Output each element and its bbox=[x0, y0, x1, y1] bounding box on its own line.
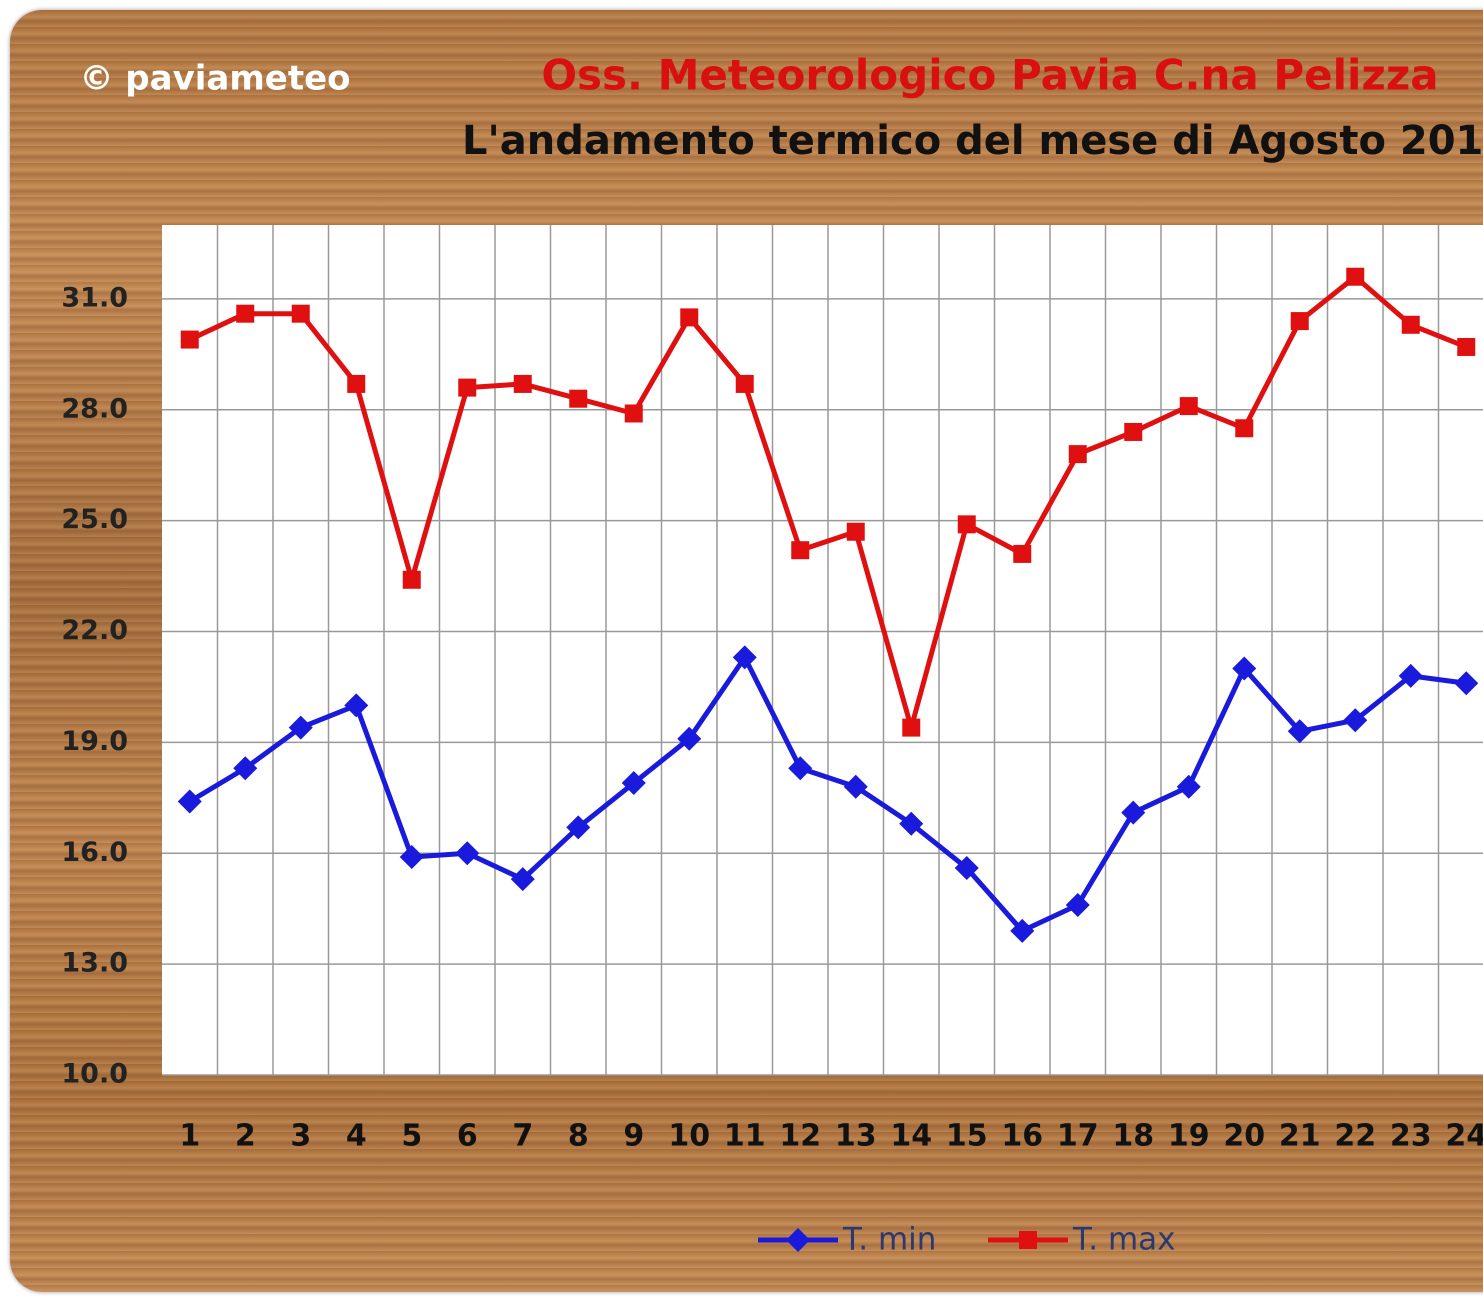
data-point bbox=[735, 374, 754, 393]
data-point bbox=[1398, 663, 1423, 688]
data-point bbox=[1343, 708, 1368, 733]
chart-subtitle: L'andamento termico del mese di Agosto 2… bbox=[462, 118, 1483, 164]
x-tick-label: 19 bbox=[1168, 1119, 1210, 1154]
watermark: © paviameteo bbox=[79, 59, 350, 99]
data-point bbox=[677, 726, 702, 751]
y-tick-label: 13.0 bbox=[61, 948, 128, 979]
data-point bbox=[288, 715, 313, 740]
legend-label: T. max bbox=[1072, 1222, 1176, 1258]
data-point bbox=[344, 693, 369, 718]
x-tick-label: 2 bbox=[235, 1119, 256, 1154]
data-point bbox=[455, 841, 480, 866]
x-tick-label: 24 bbox=[1445, 1119, 1483, 1154]
x-tick-label: 7 bbox=[512, 1119, 533, 1154]
data-point bbox=[569, 389, 588, 408]
data-point bbox=[680, 308, 699, 327]
data-point bbox=[1176, 774, 1201, 799]
data-point bbox=[957, 515, 976, 534]
series-line bbox=[188, 654, 1467, 934]
data-point bbox=[843, 774, 868, 799]
data-point bbox=[510, 867, 535, 892]
x-tick-label: 23 bbox=[1390, 1119, 1432, 1154]
y-tick-label: 19.0 bbox=[61, 726, 128, 757]
data-point bbox=[177, 789, 202, 814]
x-tick-label: 3 bbox=[290, 1119, 311, 1154]
data-point bbox=[1232, 656, 1257, 681]
data-point bbox=[236, 304, 255, 323]
data-point bbox=[1013, 544, 1032, 563]
data-point bbox=[566, 815, 591, 840]
data-point bbox=[1124, 422, 1143, 441]
data-point bbox=[1179, 397, 1198, 416]
x-tick-label: 12 bbox=[779, 1119, 821, 1154]
x-tick-label: 11 bbox=[724, 1119, 766, 1154]
data-point bbox=[902, 718, 921, 737]
data-point bbox=[899, 811, 924, 836]
series-line bbox=[188, 274, 1468, 731]
data-point bbox=[402, 570, 421, 589]
data-point bbox=[1401, 315, 1420, 334]
data-point bbox=[233, 756, 258, 781]
data-point bbox=[458, 378, 477, 397]
x-tick-label: 17 bbox=[1057, 1119, 1099, 1154]
x-tick-label: 8 bbox=[568, 1119, 589, 1154]
data-point bbox=[1290, 312, 1309, 331]
data-point bbox=[1346, 267, 1365, 286]
x-tick-label: 4 bbox=[346, 1119, 367, 1154]
data-point bbox=[291, 304, 310, 323]
plot-area bbox=[162, 225, 1483, 1075]
y-tick-label: 22.0 bbox=[61, 615, 128, 646]
legend-label: T. min bbox=[842, 1222, 936, 1258]
data-point bbox=[621, 771, 646, 796]
data-point bbox=[1121, 800, 1146, 825]
x-tick-label: 22 bbox=[1334, 1119, 1376, 1154]
x-tick-label: 18 bbox=[1112, 1119, 1154, 1154]
x-tick-label: 16 bbox=[1001, 1119, 1043, 1154]
y-tick-label: 10.0 bbox=[61, 1059, 128, 1090]
data-point bbox=[1010, 918, 1035, 943]
x-tick-label: 9 bbox=[623, 1119, 644, 1154]
y-tick-label: 25.0 bbox=[61, 504, 128, 535]
data-point bbox=[347, 374, 366, 393]
data-point bbox=[1065, 893, 1090, 917]
x-tick-label: 1 bbox=[179, 1119, 200, 1154]
x-tick-label: 15 bbox=[946, 1119, 988, 1154]
y-tick-label: 28.0 bbox=[61, 393, 128, 424]
data-point bbox=[791, 541, 810, 560]
legend-marker bbox=[786, 1228, 810, 1252]
data-point bbox=[732, 645, 757, 670]
data-point bbox=[513, 374, 532, 393]
data-point bbox=[846, 522, 865, 541]
data-point bbox=[1235, 419, 1254, 438]
data-point bbox=[954, 856, 979, 881]
data-point bbox=[1454, 671, 1479, 696]
y-tick-label: 16.0 bbox=[61, 837, 128, 868]
chart-title: Oss. Meteorologico Pavia C.na Pelizza bbox=[541, 51, 1438, 100]
legend-marker bbox=[1019, 1231, 1037, 1249]
data-point bbox=[1068, 445, 1087, 464]
data-point bbox=[1287, 719, 1312, 744]
x-tick-label: 6 bbox=[457, 1119, 478, 1154]
data-point bbox=[624, 404, 643, 423]
x-tick-label: 14 bbox=[890, 1119, 932, 1154]
data-point bbox=[399, 844, 424, 869]
data-point bbox=[788, 756, 813, 781]
x-tick-label: 5 bbox=[401, 1119, 422, 1154]
data-point bbox=[180, 330, 199, 349]
x-tick-label: 10 bbox=[668, 1119, 710, 1154]
y-tick-label: 31.0 bbox=[61, 282, 128, 313]
x-tick-label: 13 bbox=[835, 1119, 877, 1154]
data-point bbox=[1457, 337, 1476, 356]
x-tick-label: 21 bbox=[1279, 1119, 1321, 1154]
x-tick-label: 20 bbox=[1223, 1119, 1265, 1154]
